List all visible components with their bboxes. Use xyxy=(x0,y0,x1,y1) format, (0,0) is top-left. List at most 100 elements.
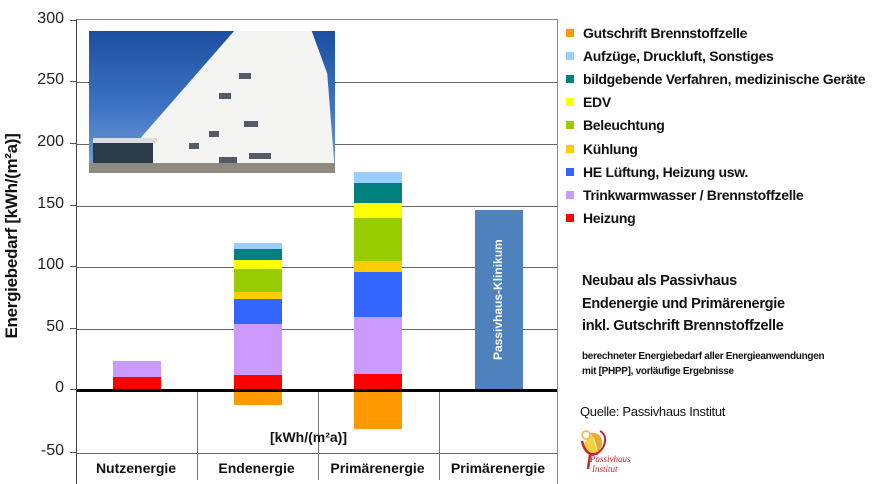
y-tick-300: 300 xyxy=(37,10,64,27)
legend-item-kuehlung: Kühlung xyxy=(566,137,865,160)
seg-he-lueftung xyxy=(354,271,402,317)
legend-item-trinkwarmwasser: Trinkwarmwasser / Brennstoffzelle xyxy=(566,183,865,206)
seg-heizung xyxy=(234,374,282,390)
window xyxy=(239,73,251,79)
tick-mark xyxy=(70,205,76,206)
seg-bildgebende xyxy=(354,183,402,203)
legend-label: Gutschrift Brennstoffzelle xyxy=(583,24,748,41)
seg-kuehlung xyxy=(354,260,402,272)
logo-text-line: Institut xyxy=(592,464,618,474)
seg-trinkwarmwasser xyxy=(234,323,282,375)
info-subtitle-line: berechneter Energiebedarf aller Energiea… xyxy=(582,351,825,362)
legend-swatch-red xyxy=(566,214,574,223)
seg-edv xyxy=(234,259,282,269)
passivhaus-institut-logo-icon xyxy=(580,430,606,470)
category-divider xyxy=(197,390,198,480)
category-divider xyxy=(439,390,440,480)
seg-gutschrift xyxy=(234,389,282,406)
zero-line xyxy=(77,389,557,392)
y-tick-0: 0 xyxy=(55,379,64,396)
category-label-endenergie: Endenergie xyxy=(218,460,295,476)
y-tick-neg50: -50 xyxy=(40,442,64,459)
gridline-50 xyxy=(77,329,557,330)
legend-swatch-orange xyxy=(566,28,574,37)
window xyxy=(189,143,199,149)
legend-label: Heizung xyxy=(583,210,636,227)
gridline-100 xyxy=(77,267,557,268)
info-title: Neubau als Passivhaus Endenergie und Pri… xyxy=(582,270,785,338)
legend-label: bildgebende Verfahren, medizinische Gerä… xyxy=(583,70,866,87)
legend-swatch-green xyxy=(566,121,574,130)
tick-mark xyxy=(70,328,76,329)
legend-item-heizung: Heizung xyxy=(566,207,865,230)
seg-kuehlung xyxy=(234,291,282,299)
seg-heizung xyxy=(354,373,402,390)
building-photo xyxy=(89,31,335,173)
seg-heizung xyxy=(113,377,161,390)
tick-mark xyxy=(70,81,76,82)
seg-trinkwarmwasser xyxy=(113,361,161,377)
ground xyxy=(89,163,335,173)
legend: Gutschrift Brennstoffzelle Aufzüge, Druc… xyxy=(566,21,866,230)
bar-passivhaus-klinikum xyxy=(475,210,523,390)
unit-label: [kWh/(m²a)] xyxy=(270,429,347,445)
y-tick-100: 100 xyxy=(37,256,64,273)
legend-item-gutschrift: Gutschrift Brennstoffzelle xyxy=(566,21,865,44)
legend-swatch-yellow xyxy=(566,98,574,107)
passivhaus-klinikum-label: Passivhaus-Klinikum xyxy=(491,239,505,360)
y-tick-200: 200 xyxy=(37,133,64,150)
legend-swatch-lilac xyxy=(566,190,574,199)
seg-bildgebende xyxy=(234,248,282,260)
tick-mark xyxy=(70,143,76,144)
legend-label: HE Lüftung, Heizung usw. xyxy=(583,163,748,180)
seg-aufzuege xyxy=(354,171,402,184)
window xyxy=(219,157,237,163)
category-label-primaerenergie-passivhaus: Primärenergie xyxy=(450,460,546,476)
legend-item-beleuchtung: Beleuchtung xyxy=(566,114,865,137)
window xyxy=(219,93,231,99)
seg-edv xyxy=(354,202,402,219)
gridline-150 xyxy=(77,206,557,207)
logo-text-line: Passivhaus xyxy=(590,454,631,464)
source-note: Quelle: Passivhaus Institut xyxy=(580,404,726,419)
category-label-primaerenergie: Primärenergie xyxy=(330,460,425,476)
annex-building xyxy=(93,143,153,163)
tick-mark xyxy=(70,20,76,21)
legend-item-bildgebende: bildgebende Verfahren, medizinische Gerä… xyxy=(566,67,866,90)
y-axis-label: Energiebedarf [kWh/(m²a)] xyxy=(2,133,21,339)
gridline-neg50 xyxy=(77,453,557,454)
tick-mark xyxy=(70,389,76,390)
seg-beleuchtung xyxy=(354,218,402,261)
window xyxy=(249,153,271,159)
legend-swatch-teal xyxy=(566,74,574,83)
bar-primaerenergie xyxy=(354,171,402,430)
legend-label: Kühlung xyxy=(583,140,638,157)
seg-he-lueftung xyxy=(234,298,282,324)
info-title-line: Neubau als Passivhaus xyxy=(582,273,737,289)
legend-swatch-amber xyxy=(566,144,574,153)
tick-mark xyxy=(70,266,76,267)
info-subtitle: berechneter Energiebedarf aller Energiea… xyxy=(582,349,825,379)
logo-text: Passivhaus Institut xyxy=(590,454,631,474)
legend-item-edv: EDV xyxy=(566,91,865,114)
seg-gutschrift xyxy=(354,389,402,430)
category-label-nutzenergie: Nutzenergie xyxy=(95,460,177,476)
legend-label: Trinkwarmwasser / Brennstoffzelle xyxy=(583,186,804,203)
legend-item-he-lueftung: HE Lüftung, Heizung usw. xyxy=(566,160,865,183)
y-tick-150: 150 xyxy=(37,195,64,212)
legend-swatch-blue xyxy=(566,167,574,176)
category-divider xyxy=(318,390,319,480)
y-tick-50: 50 xyxy=(46,318,64,335)
seg-trinkwarmwasser xyxy=(354,316,402,374)
tick-mark xyxy=(70,452,76,453)
legend-label: EDV xyxy=(583,94,611,111)
info-title-line: inkl. Gutschrift Brennstoffzelle xyxy=(582,318,784,334)
building-facade xyxy=(141,31,335,173)
info-title-line: Endenergie und Primärenergie xyxy=(582,295,785,312)
y-tick-250: 250 xyxy=(37,71,64,88)
annex-roof xyxy=(93,138,157,143)
legend-item-aufzuege: Aufzüge, Druckluft, Sonstiges xyxy=(566,44,865,67)
info-subtitle-line: mit [PHPP], vorläufige Ergebnisse xyxy=(582,366,734,377)
seg-beleuchtung xyxy=(234,268,282,292)
bar-endenergie xyxy=(234,242,282,406)
